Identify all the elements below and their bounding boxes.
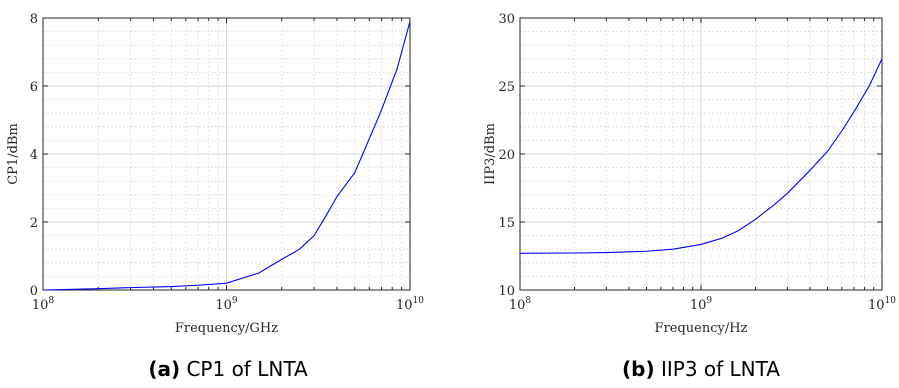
x-tick-exponent: 9 [232, 296, 238, 306]
chart-iip3: 108 109 10101015202530Frequency/HzIIP3/dBm… [483, 12, 896, 381]
x-axis-label: Frequency/GHz [175, 321, 278, 336]
y-tick-label: 10 [498, 284, 515, 299]
caption-letter: (b) [622, 357, 655, 381]
y-tick-label: 25 [498, 80, 515, 95]
x-tick-label: 1010 [868, 296, 896, 313]
chart-cp1: 10 8 109 1010 0 2 4 6 8 Frequency/GHz CP1/dBm (a) C… [6, 12, 424, 381]
y-tick-label: 4 [30, 148, 38, 163]
x-axis-label: Frequency/Hz [655, 321, 748, 336]
x-tick-exponent: 10 [885, 296, 897, 306]
caption-text: IIP3 of LNTA [655, 357, 781, 381]
caption-text: CP1 of LNTA [180, 357, 308, 381]
figure-caption: (b) IIP3 of LNTA [622, 357, 780, 381]
x-tick-exponent: 10 [413, 296, 425, 306]
x-tick-label: 109 [215, 296, 238, 313]
y-tick-label: 8 [30, 12, 38, 27]
x-tick-label: 1010 [396, 296, 424, 313]
caption-letter: (a) [148, 357, 180, 381]
y-axis-label: CP1/dBm [6, 123, 21, 185]
y-tick-label: 30 [498, 12, 515, 27]
y-tick-label: 20 [498, 148, 515, 163]
y-tick-label: 6 [30, 80, 38, 95]
x-tick-exponent: 8 [525, 296, 531, 306]
y-tick-label: 0 [30, 284, 38, 299]
y-axis-label: IIP3/dBm [483, 123, 498, 185]
figure-caption: (a) CP1 of LNTA [148, 357, 308, 381]
series-line [519, 58, 883, 254]
x-tick-label: 109 [690, 296, 713, 313]
x-tick-exponent: 8 [48, 296, 54, 306]
x-tick-exponent: 9 [706, 296, 712, 306]
series-line [42, 21, 411, 291]
y-tick-label: 15 [498, 216, 515, 231]
y-tick-label: 2 [30, 216, 38, 231]
